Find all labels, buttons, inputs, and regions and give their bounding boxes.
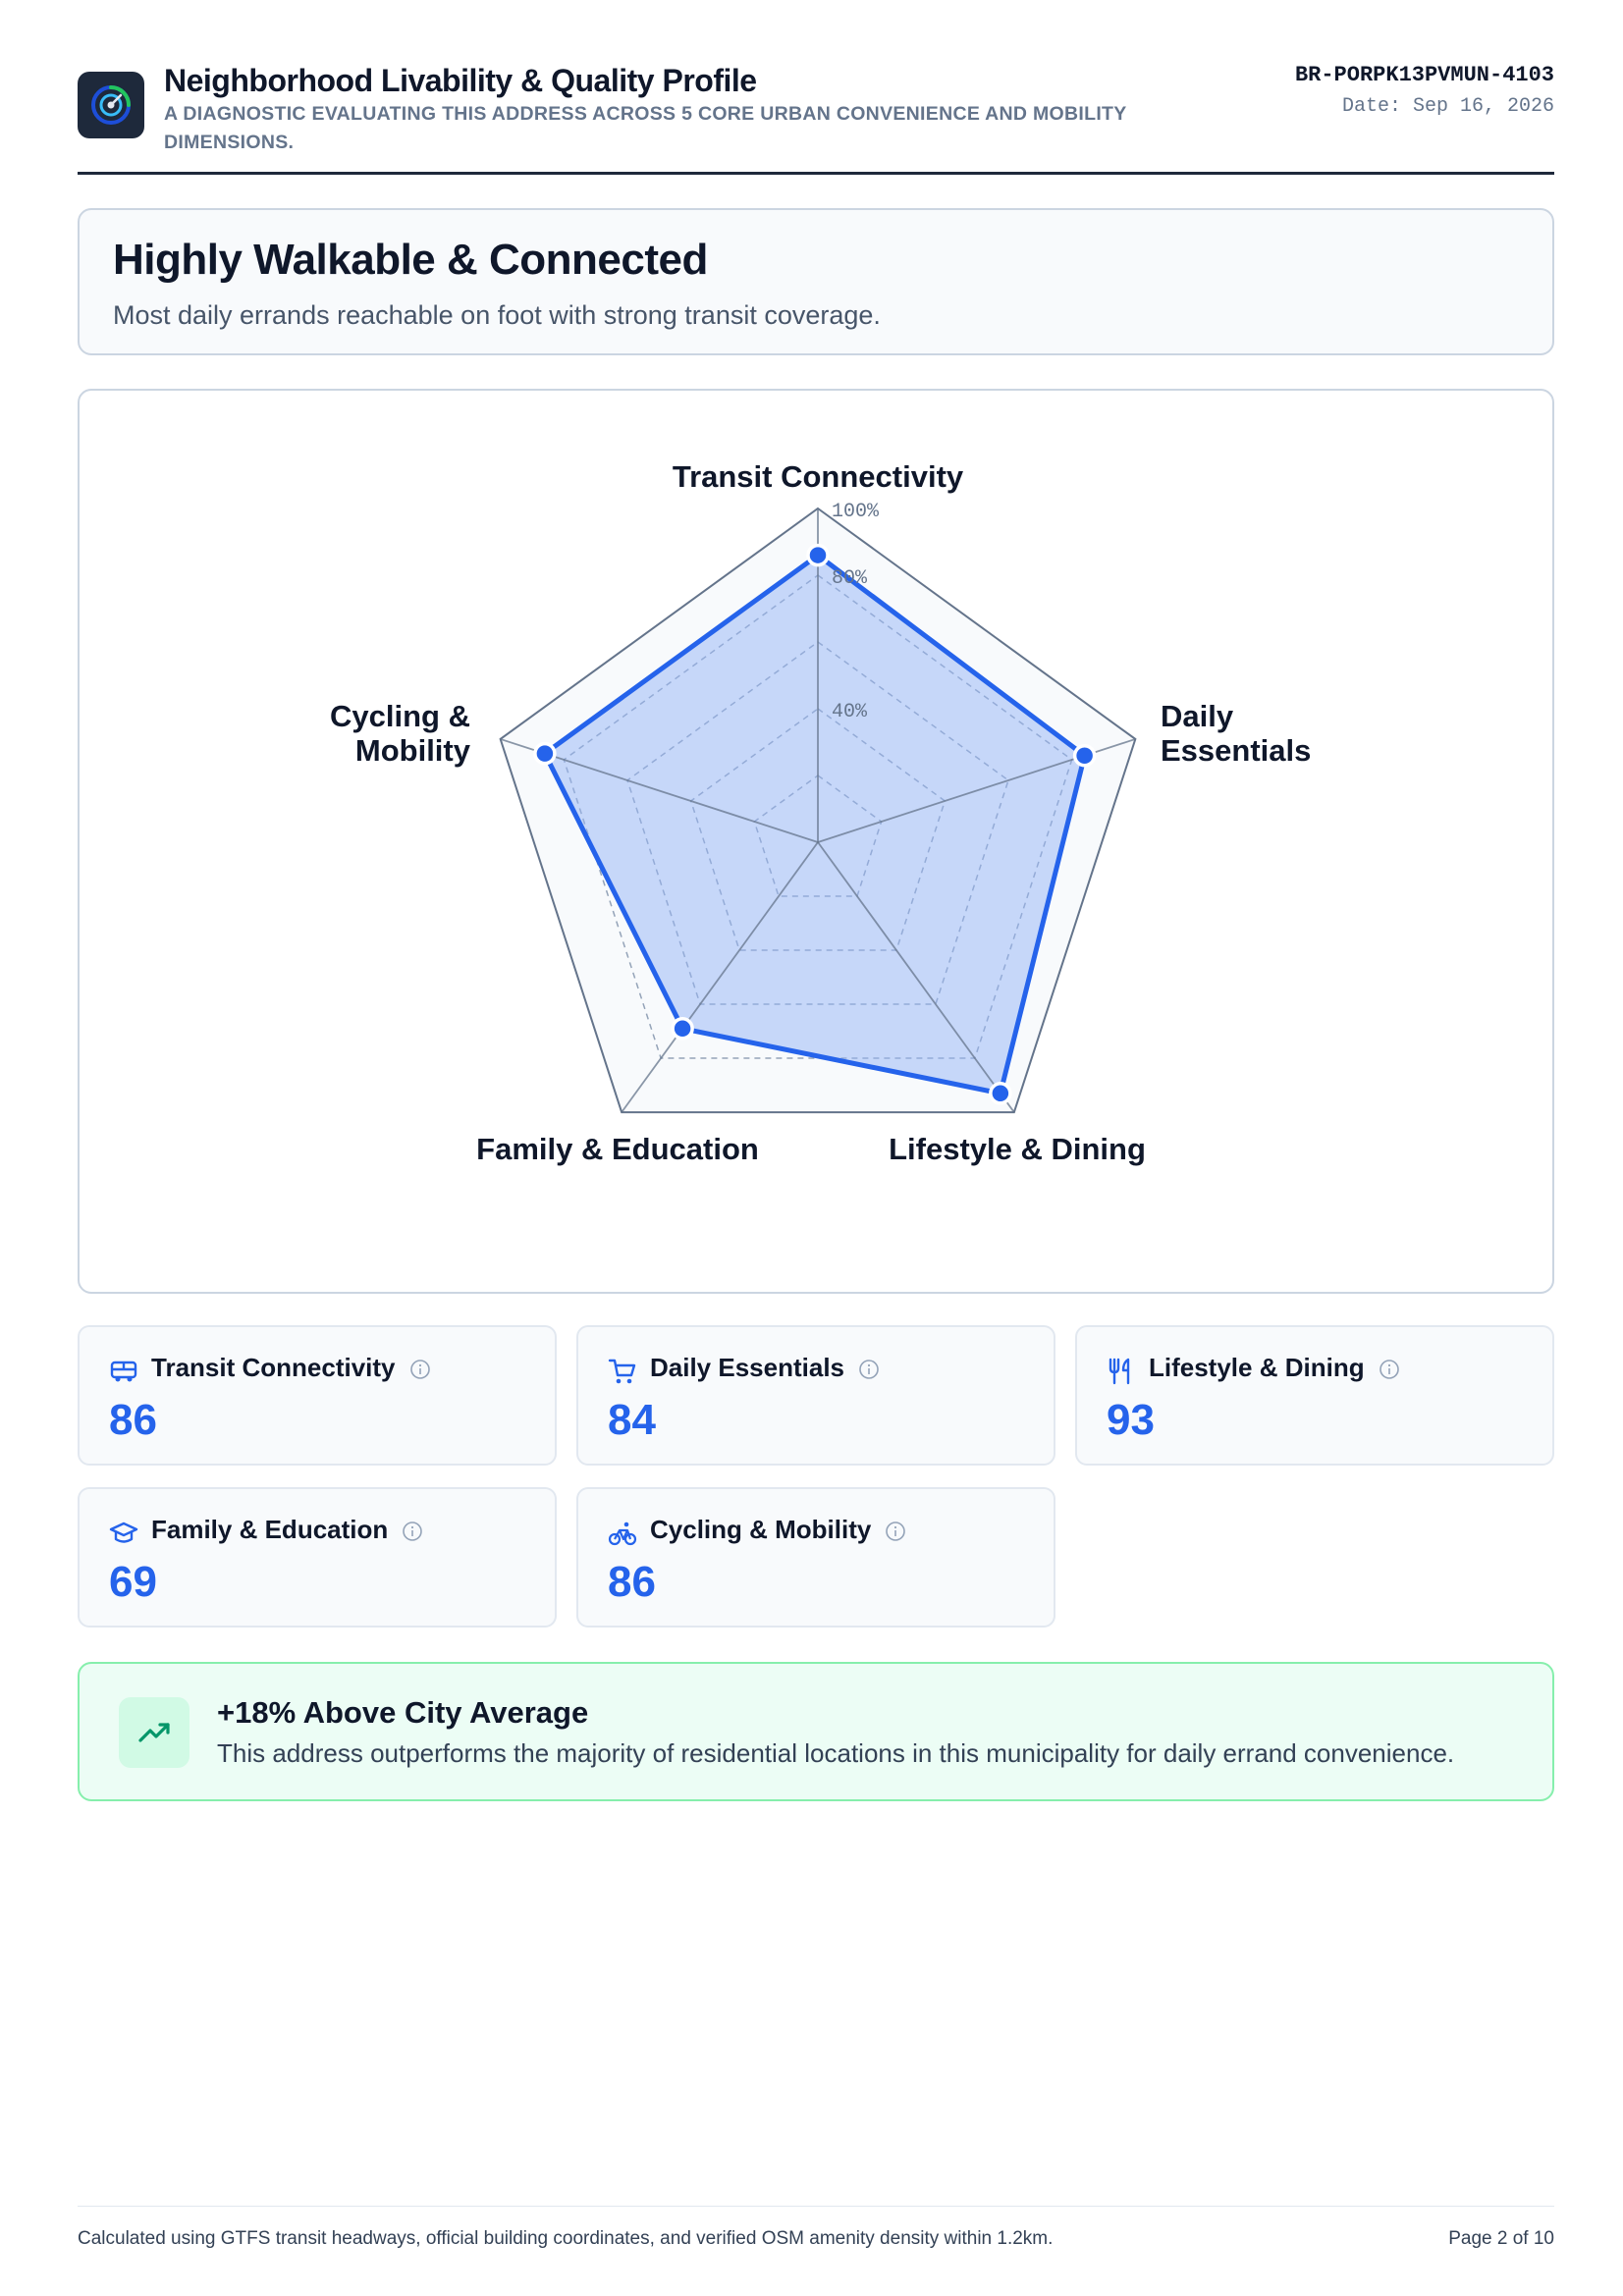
page-number: Page 2 of 10	[1448, 2228, 1554, 2249]
gauge-icon	[78, 72, 144, 138]
verdict-title: Highly Walkable & Connected	[113, 236, 708, 284]
cart-icon	[608, 1359, 636, 1384]
insight-description: This address outperforms the majority of…	[217, 1738, 1455, 1768]
radar-data-point	[989, 1082, 1012, 1105]
methodology-note: Calculated using GTFS transit headways, …	[78, 2228, 1054, 2249]
insight-title: +18% Above City Average	[217, 1695, 589, 1730]
info-icon[interactable]	[858, 1359, 880, 1380]
card-value: 84	[608, 1396, 656, 1444]
radar-data-point	[671, 1017, 694, 1041]
page-subtitle: A DIAGNOSTIC EVALUATING THIS ADDRESS ACR…	[164, 103, 1127, 153]
radar-axis-label: Cycling & Mobility	[330, 699, 471, 768]
radar-data-point	[806, 543, 830, 567]
radar-axis-label: Family & Education	[476, 1132, 759, 1166]
card-value: 86	[109, 1396, 157, 1444]
card-label: Daily Essentials	[650, 1353, 844, 1382]
bike-icon	[608, 1522, 637, 1546]
verdict-panel: Highly Walkable & Connected Most daily e…	[78, 208, 1554, 355]
verdict-description: Most daily errands reachable on foot wit…	[113, 300, 881, 330]
radar-tick-label: 40%	[832, 701, 868, 723]
page-title: Neighborhood Livability & Quality Profil…	[164, 63, 757, 98]
radar-series-area	[544, 555, 1085, 1094]
card-label: Cycling & Mobility	[650, 1515, 872, 1544]
info-icon[interactable]	[402, 1521, 423, 1542]
report-header: Neighborhood Livability & Quality Profil…	[78, 61, 1554, 175]
radar-spoke	[817, 841, 1015, 1113]
score-card-lifestyle: Lifestyle & Dining 93	[1075, 1325, 1554, 1466]
radar-chart: 40% 80% 100% Transit Connectivity Daily Essen…	[330, 459, 1311, 1166]
score-card-family: Family & Education 69	[78, 1487, 557, 1628]
radar-spoke	[621, 841, 819, 1113]
trending-up-icon	[119, 1697, 189, 1768]
card-label: Transit Connectivity	[151, 1353, 396, 1382]
insight-callout: +18% Above City Average This address out…	[78, 1662, 1554, 1801]
card-value: 93	[1107, 1396, 1155, 1444]
info-icon[interactable]	[409, 1359, 431, 1380]
card-label: Lifestyle & Dining	[1149, 1353, 1365, 1382]
radar-chart-panel: 40% 80% 100% Transit Connectivity Daily Essen…	[78, 389, 1554, 1294]
info-icon[interactable]	[1379, 1359, 1400, 1380]
card-label: Family & Education	[151, 1515, 389, 1544]
radar-data-point	[1072, 743, 1097, 768]
score-card-transit: Transit Connectivity 86	[78, 1325, 557, 1466]
radar-series-line	[542, 553, 1088, 1096]
utensils-icon	[1109, 1358, 1130, 1385]
bus-icon	[110, 1361, 137, 1382]
radar-axis-label: Lifestyle & Dining	[889, 1132, 1146, 1166]
document-date: Date: Sep 16, 2026	[1341, 95, 1554, 118]
graduation-cap-icon	[109, 1522, 138, 1543]
score-card-cycling: Cycling & Mobility 86	[576, 1487, 1055, 1628]
page-footer: Calculated using GTFS transit headways, …	[78, 2206, 1554, 2249]
radar-data-point	[533, 741, 557, 766]
document-id: BR-PORPK13PVMUN-4103	[1294, 63, 1554, 87]
info-icon[interactable]	[885, 1521, 906, 1542]
card-value: 69	[109, 1558, 157, 1606]
score-card-essentials: Daily Essentials 84	[576, 1325, 1055, 1466]
card-value: 86	[608, 1558, 656, 1606]
radar-axis-label: Transit Connectivity	[673, 459, 964, 494]
radar-tick-label: 80%	[832, 567, 868, 590]
radar-axis-label: Daily Essentials	[1161, 699, 1311, 768]
radar-tick-label: 100%	[832, 501, 880, 523]
